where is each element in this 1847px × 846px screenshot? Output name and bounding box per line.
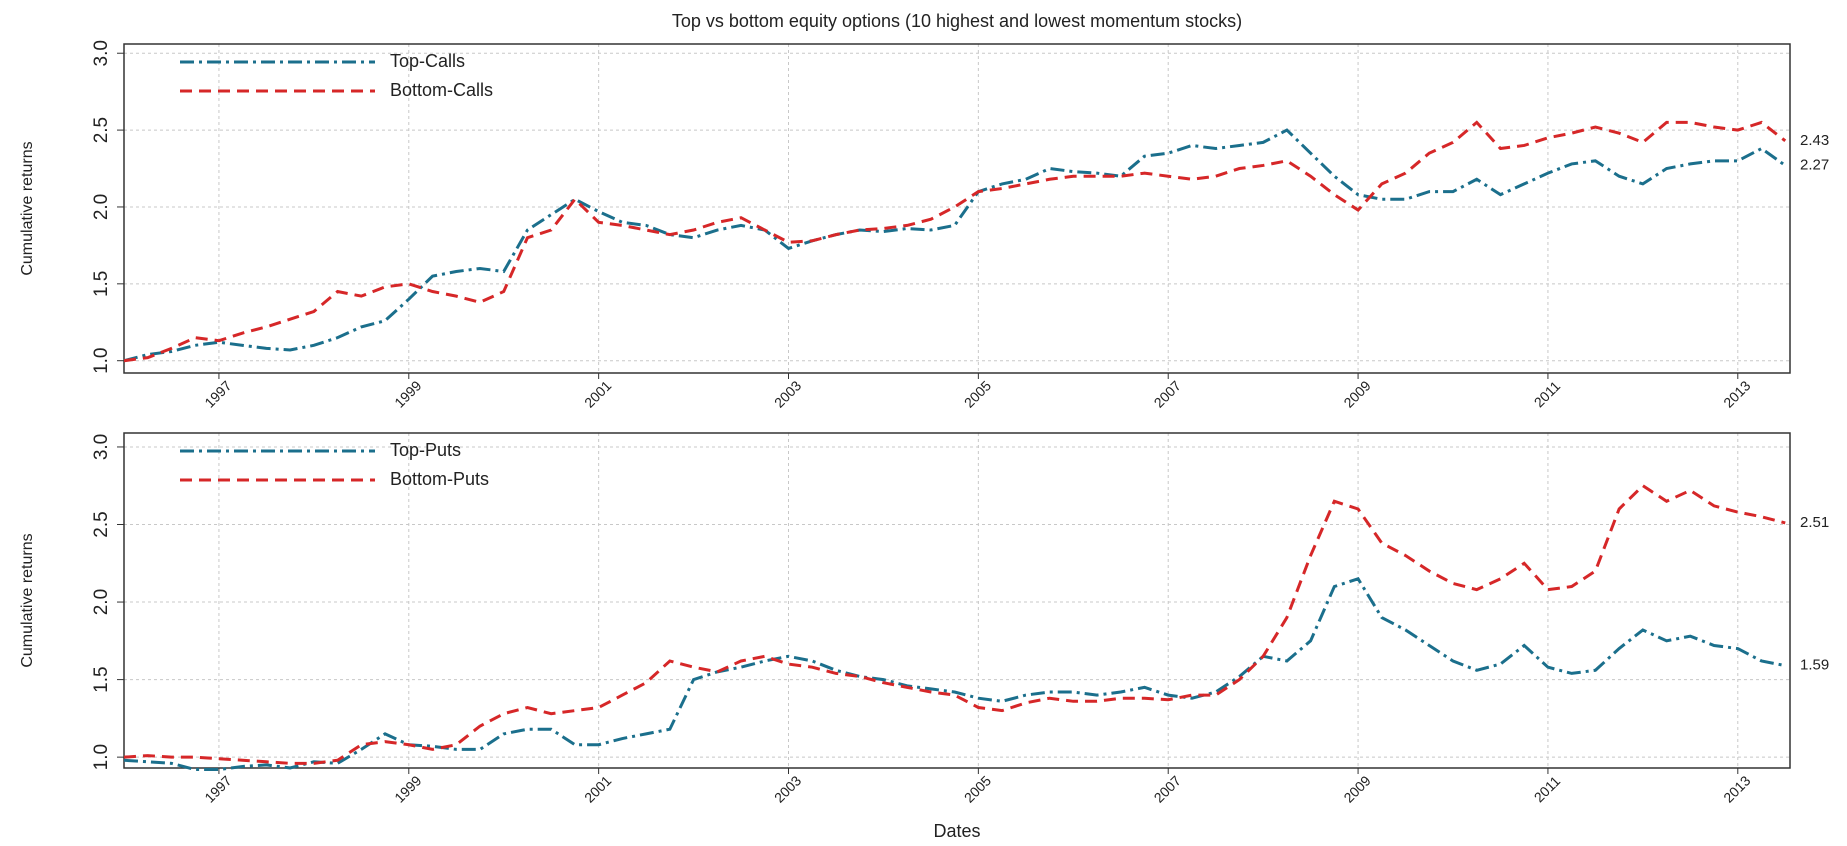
y-axis-label: Cumulative returns [19,141,36,275]
legend-label: Top-Puts [390,440,461,460]
legend-label: Top-Calls [390,51,465,71]
x-tick-label: 2009 [1340,772,1373,805]
y-tick-label: 2.0 [91,589,112,615]
end-value-label: 1.59 [1800,657,1829,674]
data-line [123,128,1787,363]
y-tick-label: 1.5 [91,666,112,692]
x-tick-label: 2013 [1720,377,1753,410]
y-tick-label: 3.0 [91,40,112,66]
y-tick-label: 2.5 [91,511,112,537]
x-tick-label: 2007 [1151,377,1184,410]
x-tick-label: 2003 [771,377,804,410]
x-tick-label: 1999 [391,377,424,410]
y-tick-label: 3.0 [91,434,112,460]
x-tick-label: 2001 [581,377,614,410]
chart-title: Top vs bottom equity options (10 highest… [672,11,1242,31]
y-axis-label: Cumulative returns [19,533,36,667]
data-line [123,576,1786,772]
x-tick-label: 1997 [201,377,234,410]
data-line [123,483,1786,765]
x-tick-label: 2011 [1531,378,1564,411]
legend-label: Bottom-Puts [390,469,489,489]
y-tick-label: 1.0 [91,744,112,770]
y-tick-label: 2.0 [91,194,112,220]
y-tick-label: 1.5 [91,271,112,297]
y-tick-label: 1.0 [91,347,112,373]
x-axis-label: Dates [933,821,980,841]
legend-label: Bottom-Calls [390,80,493,100]
x-tick-label: 2005 [961,772,994,805]
x-tick-label: 2001 [581,772,614,805]
end-value-label: 2.43 [1800,132,1829,149]
y-tick-label: 2.5 [91,117,112,143]
x-tick-label: 2011 [1531,773,1564,806]
x-tick-label: 2003 [771,772,804,805]
plot-frame [123,43,1791,374]
plot-frame [123,432,1791,769]
x-tick-label: 2013 [1720,772,1753,805]
end-value-label: 2.51 [1800,514,1829,531]
x-tick-label: 1999 [391,772,424,805]
end-value-label: 2.27 [1800,156,1829,173]
x-tick-label: 2009 [1340,377,1373,410]
x-tick-label: 2005 [961,377,994,410]
x-tick-label: 2007 [1151,772,1184,805]
data-line [123,120,1787,363]
x-tick-label: 1997 [201,772,234,805]
